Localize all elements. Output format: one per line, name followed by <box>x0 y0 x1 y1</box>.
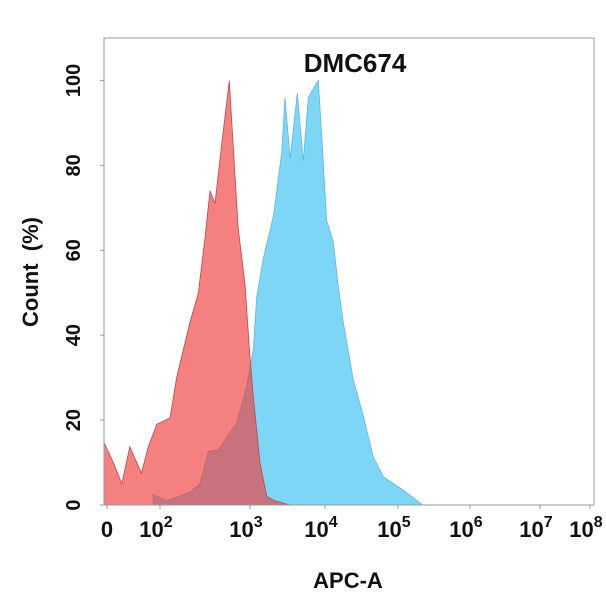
y-tick-label: 0 <box>63 499 85 510</box>
series-layer <box>103 79 424 506</box>
y-tick-label: 60 <box>63 239 85 261</box>
x-tick-label: 102 <box>139 514 172 542</box>
x-tick-label: 107 <box>519 514 552 542</box>
y-tick-label: 40 <box>63 324 85 346</box>
plot-frame <box>103 37 595 506</box>
x-tick-label: 106 <box>449 514 482 542</box>
x-tick-label: 105 <box>377 514 410 542</box>
x-tick-label: 103 <box>229 514 262 542</box>
x-axis: 0 102 103 104 105 106 107 108 <box>101 505 603 542</box>
y-axis: 0 20 40 60 80 100 <box>63 64 104 511</box>
chart-title: DMC674 <box>304 48 407 78</box>
x-tick-label: 0 <box>101 517 113 542</box>
histogram-series-red <box>103 80 291 506</box>
x-tick-label: 104 <box>304 514 337 542</box>
y-tick-label: 20 <box>63 409 85 431</box>
y-axis-label: Count (%) <box>18 217 43 327</box>
y-tick-label: 80 <box>63 154 85 176</box>
x-axis-label: APC-A <box>313 568 383 593</box>
y-tick-label: 100 <box>63 64 85 97</box>
x-tick-label: 108 <box>569 514 602 542</box>
